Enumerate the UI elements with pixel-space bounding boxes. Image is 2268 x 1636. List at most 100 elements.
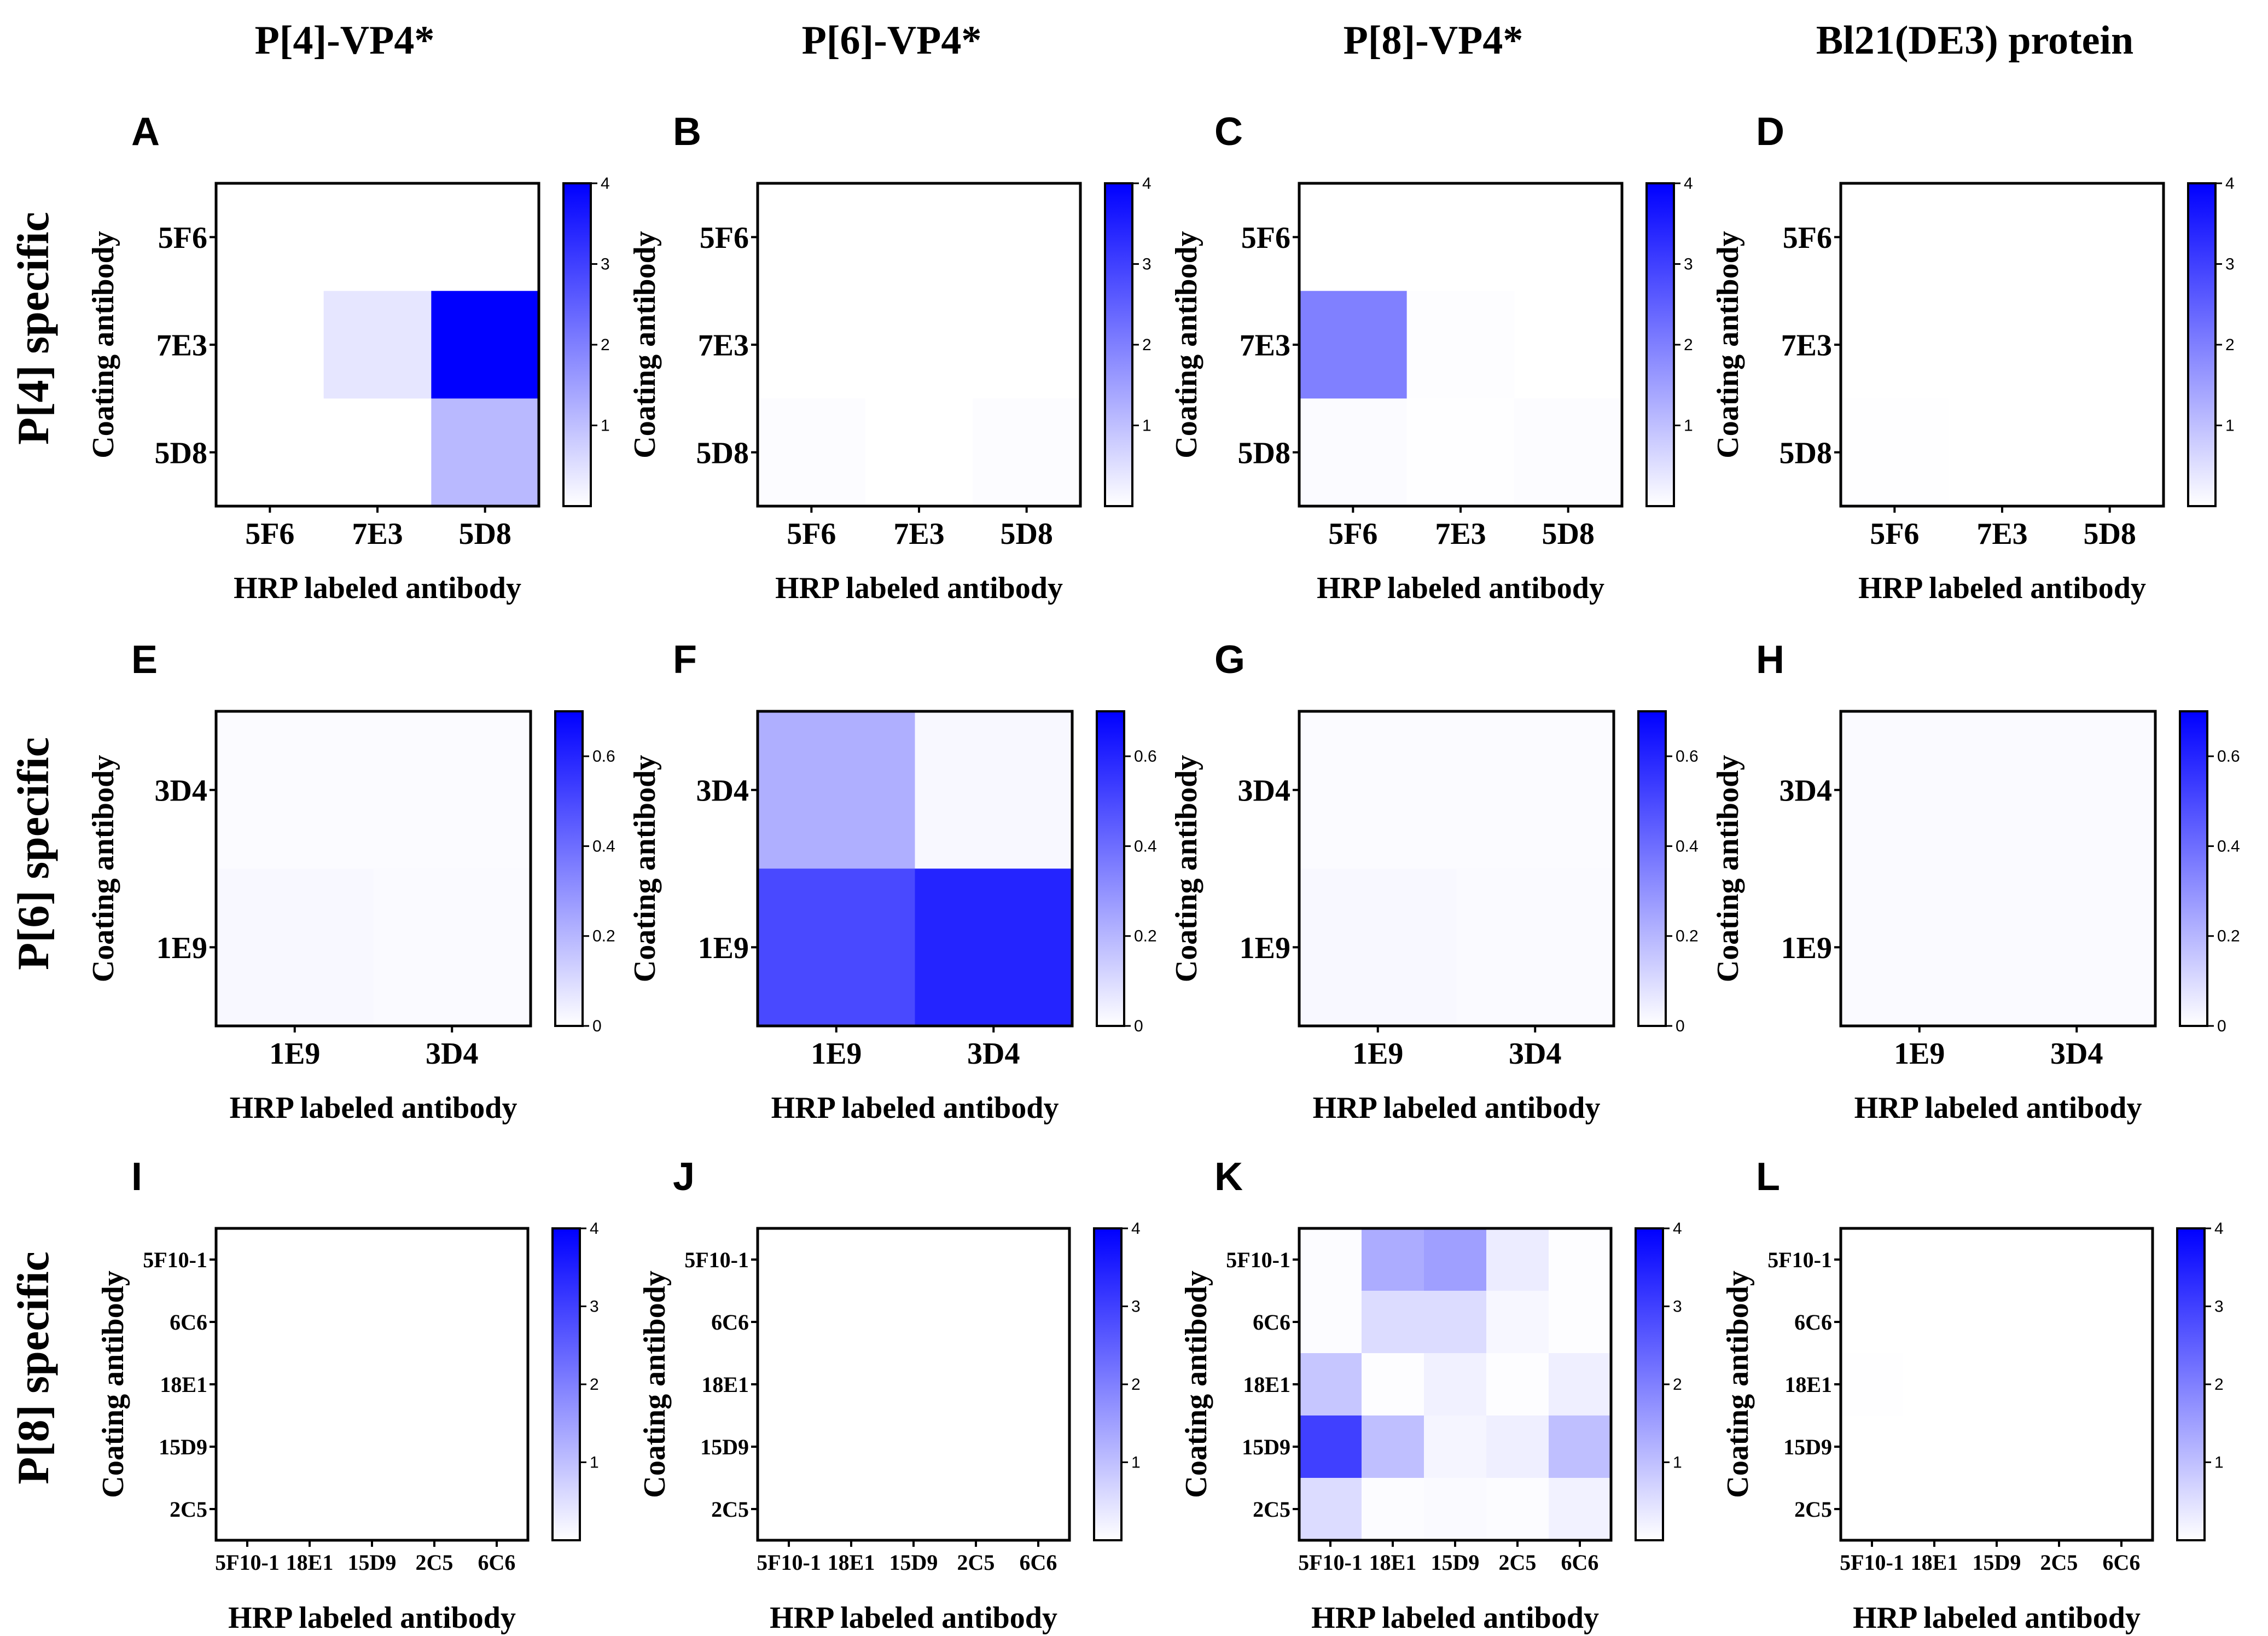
colorbar-tick-label: 3 (1673, 1298, 1682, 1316)
heatmap-cell (1424, 1353, 1487, 1416)
y-tick-label: 15D9 (700, 1435, 749, 1459)
heatmap-cell (1965, 1415, 2028, 1478)
heatmap-cell (1998, 868, 2156, 1026)
heatmap-cell (1299, 1228, 1362, 1291)
x-axis-title: HRP labeled antibody (1853, 1601, 2141, 1635)
x-tick-label: 3D4 (967, 1037, 1020, 1071)
heatmap-cell (1362, 1228, 1424, 1291)
heatmap-cell (1299, 1353, 1362, 1416)
heatmap-cell (216, 1478, 279, 1541)
x-tick-label: 15D9 (1973, 1550, 2021, 1575)
heatmap-cell (341, 1353, 404, 1416)
y-tick-label: 7E3 (698, 329, 749, 363)
colorbar-tick-label: 4 (1142, 175, 1152, 193)
colorbar-tick-label: 2 (590, 1376, 599, 1394)
heatmap-panel-F: F 3D4 1E9 1E9 3D4 HRP labeled antibody Coating… (628, 638, 1157, 1125)
panel-letter: G (1214, 638, 1245, 682)
x-tick-label: 3D4 (426, 1037, 478, 1071)
colorbar-tick-label: 0.4 (1134, 837, 1157, 855)
heatmap-cell (341, 1291, 404, 1354)
x-axis-title: HRP labeled antibody (234, 571, 521, 605)
heatmap-cell (278, 1353, 341, 1416)
colorbar-tick-label: 4 (2214, 1220, 2224, 1238)
x-tick-label: 18E1 (1911, 1550, 1958, 1575)
column-title-p8: P[8]-VP4* (1344, 18, 1523, 63)
heatmap-cell (2090, 1478, 2153, 1541)
heatmap-cell (2028, 1353, 2091, 1416)
x-tick-label: 5D8 (458, 517, 511, 551)
x-axis-title: HRP labeled antibody (230, 1091, 517, 1125)
colorbar-tick-label: 2 (1131, 1376, 1141, 1394)
heatmap-cell (373, 868, 531, 1026)
colorbar-tick-label: 0.6 (592, 747, 615, 765)
y-tick-label: 2C5 (711, 1497, 749, 1522)
y-tick-label: 1E9 (1781, 931, 1832, 965)
x-axis-title: HRP labeled antibody (1311, 1601, 1599, 1635)
plot-frame (1839, 710, 2157, 1028)
heatmap-cell (820, 1415, 883, 1478)
heatmap-panel-J: J 5F10-1 6C6 18E1 15D9 2C5 5F10-1 18E1 15D9 2C5 6C… (638, 1155, 1141, 1635)
x-tick-label: 5F10-1 (757, 1550, 821, 1575)
colorbar-tick-label: 0 (592, 1017, 602, 1035)
colorbar (2179, 710, 2208, 1027)
colorbar-tick-label: 1 (2225, 417, 2235, 435)
heatmap-cell (1299, 1291, 1362, 1354)
heatmap-cell (1362, 1478, 1424, 1541)
y-axis-title: Coating antibody (1711, 231, 1745, 458)
y-tick-label: 5D8 (1779, 436, 1832, 470)
heatmap-cell (1299, 1478, 1362, 1541)
colorbar-tick-label: 0 (2217, 1017, 2226, 1035)
colorbar-tick-label: 1 (1142, 417, 1152, 435)
x-tick-label: 6C6 (1561, 1550, 1599, 1575)
x-tick-label: 7E3 (352, 517, 403, 551)
colorbar (2187, 182, 2217, 507)
colorbar (1635, 1227, 1664, 1541)
colorbar-tick-label: 3 (1131, 1298, 1141, 1316)
heatmap-cell (466, 1415, 528, 1478)
heatmap-cell (1424, 1415, 1487, 1478)
x-tick-label: 7E3 (893, 517, 944, 551)
y-tick-label: 5F10-1 (143, 1248, 207, 1272)
heatmap-cell (216, 1228, 279, 1291)
y-tick-label: 18E1 (701, 1372, 749, 1397)
heatmap-cell (1965, 1353, 2028, 1416)
y-tick-label: 5F6 (158, 221, 207, 255)
heatmap-cell (1841, 711, 1998, 869)
heatmap-cell (1424, 1478, 1487, 1541)
colorbar-tick-label: 4 (1684, 175, 1693, 193)
heatmap-cell (1841, 1228, 1904, 1291)
heatmap-cell (1841, 398, 1949, 507)
heatmap-cell (1299, 291, 1408, 399)
y-tick-label: 18E1 (160, 1372, 207, 1397)
y-tick-label: 3D4 (1779, 774, 1832, 808)
heatmap-cell (1965, 1228, 2028, 1291)
heatmap-cell (1486, 1291, 1549, 1354)
colorbar-tick-label: 0.6 (1134, 747, 1157, 765)
heatmap-cell (945, 1228, 1008, 1291)
x-tick-label: 5F6 (1328, 517, 1377, 551)
column-title-p4: P[4]-VP4* (255, 18, 435, 63)
heatmap-cell (1424, 1228, 1487, 1291)
heatmap-cell (1424, 1291, 1487, 1354)
heatmap-cell (1903, 1415, 1966, 1478)
x-tick-label: 6C6 (1020, 1550, 1057, 1575)
y-tick-label: 5F6 (1241, 221, 1290, 255)
colorbar-tick-label: 4 (1131, 1220, 1141, 1238)
heatmap-cell (820, 1353, 883, 1416)
column-title-bl21: Bl21(DE3) protein (1816, 18, 2133, 63)
colorbar-tick-label: 2 (1673, 1376, 1682, 1394)
heatmap-cell (1007, 1415, 1070, 1478)
y-tick-label: 5F6 (1783, 221, 1832, 255)
heatmap-panel-E: E 3D4 1E9 1E9 3D4 HRP labeled antibody Coating… (86, 638, 615, 1125)
x-tick-label: 1E9 (1894, 1037, 1945, 1071)
heatmap-cell (466, 1478, 528, 1541)
heatmap-cell (1948, 291, 2056, 399)
heatmap-cell (2090, 1228, 2153, 1291)
x-tick-label: 7E3 (1435, 517, 1486, 551)
heatmap-cell (758, 398, 866, 507)
heatmap-cell (1486, 1415, 1549, 1478)
colorbar-tick-label: 0.6 (1676, 747, 1699, 765)
panel-letter: D (1756, 110, 1784, 154)
heatmap-cell (1903, 1353, 1966, 1416)
x-tick-label: 7E3 (1976, 517, 2027, 551)
